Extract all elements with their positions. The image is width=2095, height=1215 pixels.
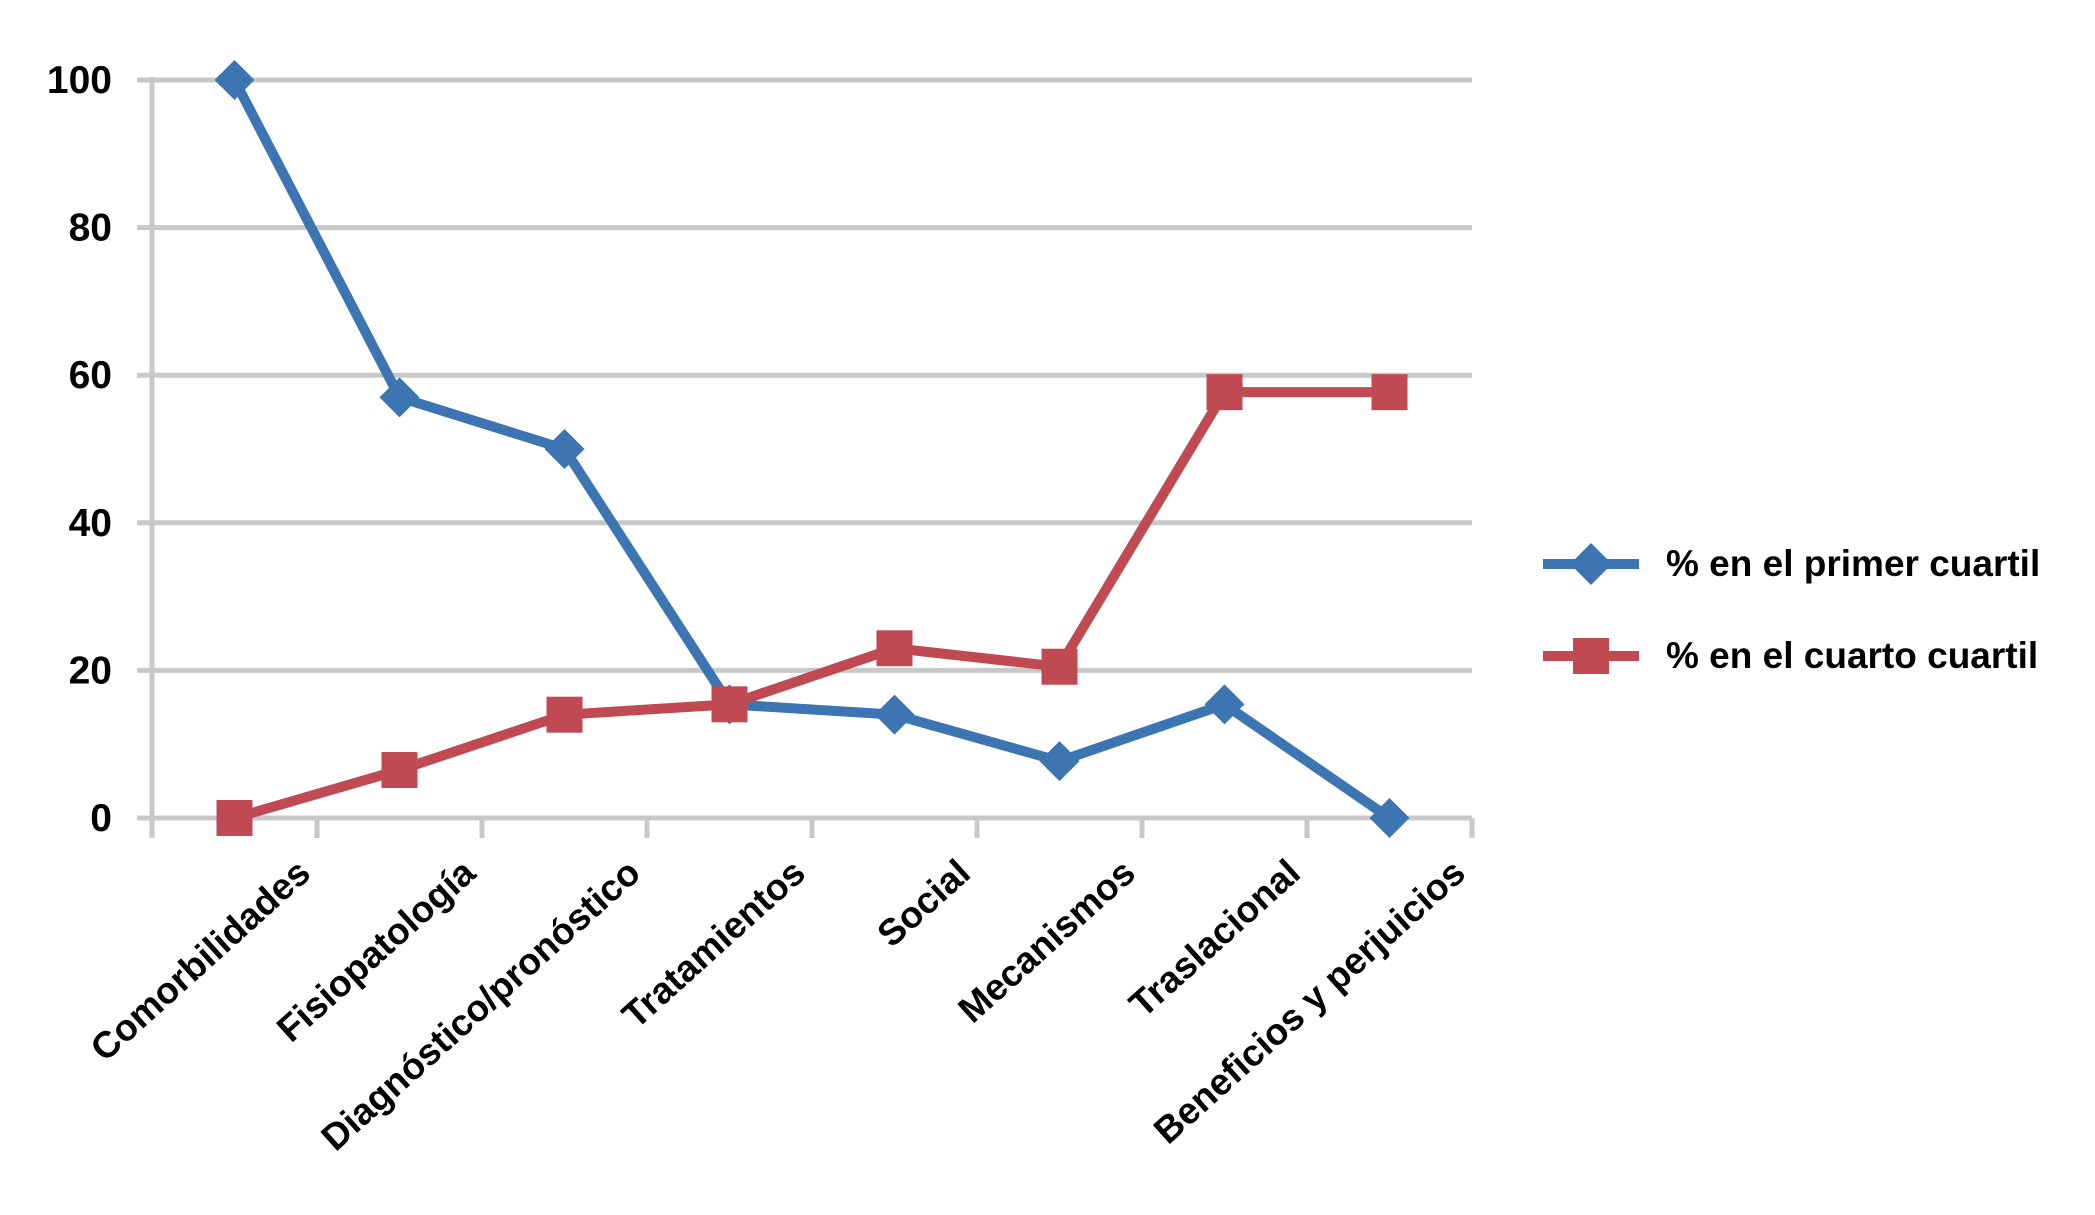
data-point-marker [546,696,583,733]
data-point-marker [379,377,420,418]
y-tick-label: 20 [69,649,112,692]
gridlines [137,77,1472,821]
y-axis-labels: 0 20 40 60 80 100 [47,59,112,840]
data-point-marker [544,429,585,469]
series-line [230,77,1393,823]
legend-item-primer-cuartil: % en el primer cuartil [1543,538,2040,590]
data-point-marker [1206,374,1243,411]
x-category-label: Social [869,851,977,954]
data-point-marker [214,60,255,100]
data-point-marker [876,630,913,667]
data-point-marker [1039,741,1080,782]
legend-label-primer-cuartil: % en el primer cuartil [1666,543,2041,584]
data-point-marker [1204,684,1245,725]
data-point-marker [381,752,418,789]
x-category-label: Mecanismos [950,851,1142,1030]
x-axis-labels: ComorbilidadesFisiopatologíaDiagnóstico/… [83,851,1473,1158]
series-cuarto-cuartil [216,374,1408,836]
data-point-marker [216,800,253,836]
x-category-label: Diagnóstico/pronóstico [313,851,647,1158]
x-category-label: Beneficios y perjuicios [1146,851,1473,1151]
y-tick-label: 80 [69,207,112,250]
data-point-marker [1369,798,1410,838]
axes [149,77,1475,838]
data-point-marker [874,694,915,735]
chart-legend: % en el primer cuartil % en el cuarto cu… [1543,538,2040,682]
legend-item-cuarto-cuartil: % en el cuarto cuartil [1543,630,2040,682]
y-tick-label: 0 [90,797,112,840]
legend-marker-square-icon [1543,638,1639,674]
x-category-label: Traslacional [1121,851,1307,1025]
legend-marker-diamond-icon [1543,543,1639,585]
y-tick-label: 100 [47,59,112,102]
y-tick-label: 40 [69,502,112,545]
series-line [233,387,1390,823]
y-tick-label: 60 [69,354,112,397]
series-primer-cuartil [214,60,1410,838]
legend-label-cuarto-cuartil: % en el cuarto cuartil [1666,635,2039,676]
x-category-label: Comorbilidades [83,851,318,1069]
data-point-marker [1371,374,1408,411]
data-point-marker [711,686,748,723]
data-point-marker [1041,648,1078,685]
